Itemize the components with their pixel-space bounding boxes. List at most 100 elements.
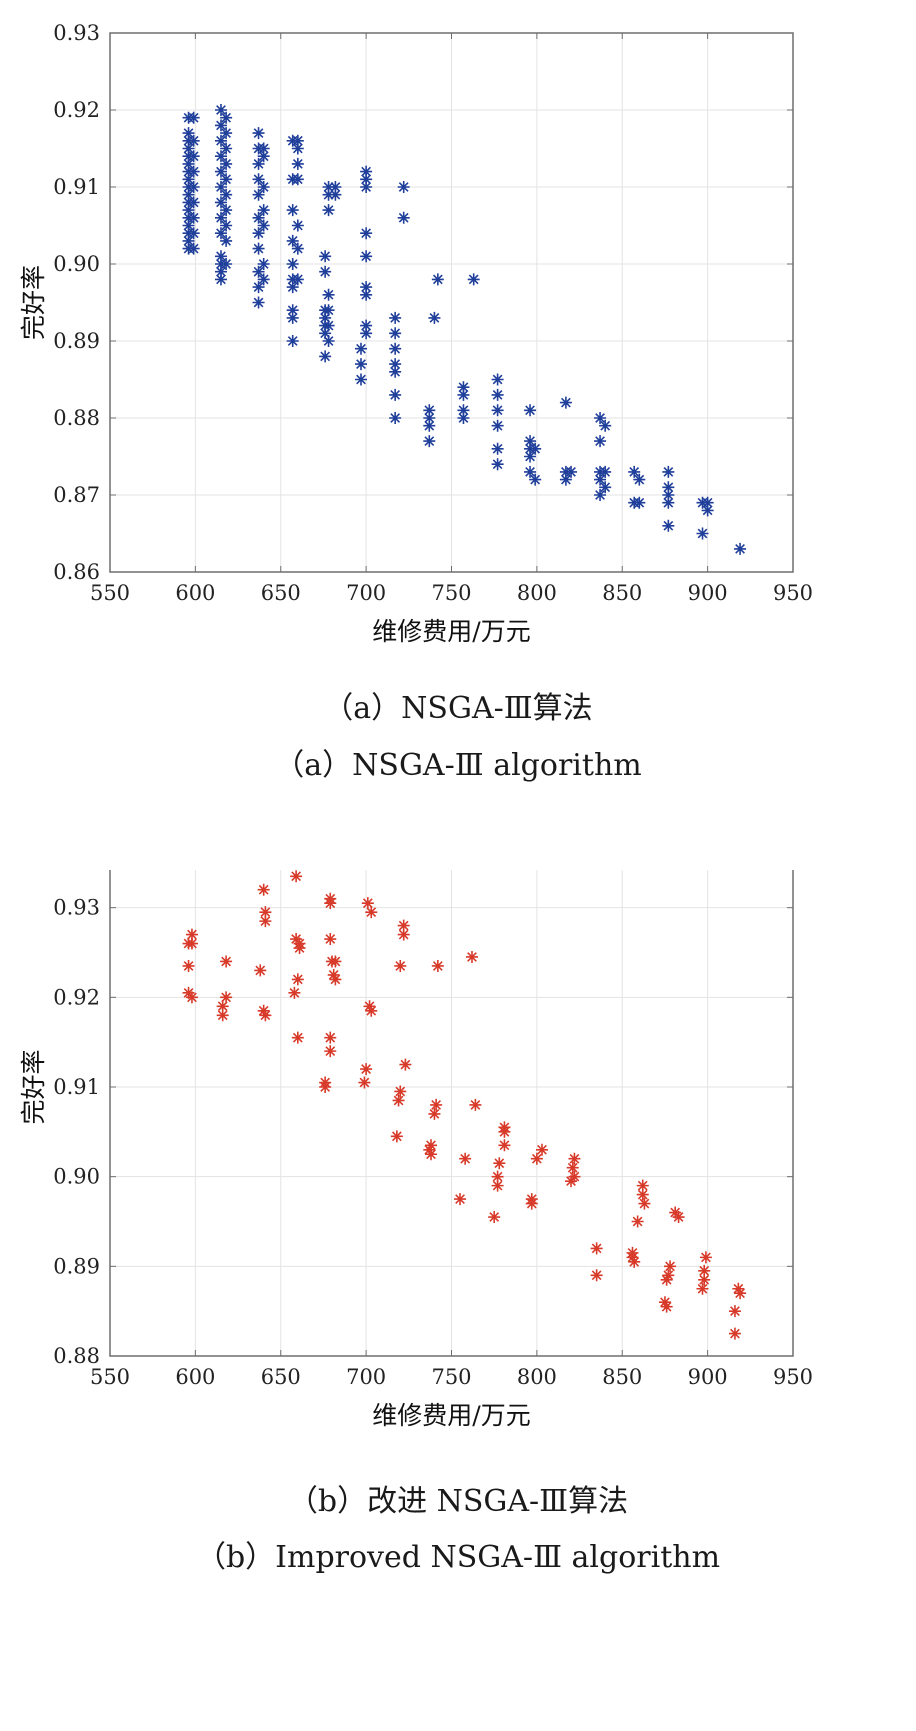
scatter-point xyxy=(389,365,402,378)
scatter-point xyxy=(216,1009,229,1022)
scatter-point xyxy=(220,258,233,270)
scatter-point xyxy=(491,1179,504,1192)
scatter-point xyxy=(728,1305,741,1318)
scatter-point xyxy=(252,265,265,278)
y-tick-label: 0.89 xyxy=(53,1254,100,1278)
scatter-point xyxy=(355,342,368,355)
scatter-point xyxy=(185,928,198,941)
scatter-point xyxy=(467,273,480,286)
scatter-point xyxy=(698,1273,711,1286)
scatter-point xyxy=(566,1161,579,1174)
scatter-point xyxy=(291,219,304,232)
scatter-point xyxy=(525,1197,538,1210)
scatter-point xyxy=(319,311,332,324)
x-tick-label: 600 xyxy=(175,581,215,605)
scatter-point xyxy=(252,281,265,294)
scatter-point xyxy=(529,473,542,486)
scatter-point xyxy=(633,473,646,486)
scatter-point xyxy=(257,883,270,896)
scatter-point xyxy=(392,1094,405,1107)
scatter-point xyxy=(291,242,304,255)
scatter-point xyxy=(662,465,675,478)
scatter-point xyxy=(662,1269,675,1282)
scatter-point xyxy=(535,1143,548,1156)
data-points xyxy=(182,104,747,555)
scatter-point xyxy=(565,1175,578,1188)
scatter-point xyxy=(322,181,335,193)
x-tick-label: 750 xyxy=(431,1365,471,1389)
scatter-point xyxy=(355,373,368,386)
scatter-point xyxy=(660,1300,673,1313)
scatter-point xyxy=(257,150,270,163)
scatter-point xyxy=(322,204,335,217)
scatter-point xyxy=(358,1076,371,1089)
scatter-point xyxy=(319,250,332,263)
scatter-point xyxy=(220,111,233,124)
caption-a-zh: （a）NSGA-Ⅲ算法 xyxy=(323,691,593,726)
scatter-point xyxy=(365,906,378,919)
scatter-point xyxy=(214,273,227,286)
scatter-point xyxy=(594,435,607,448)
scatter-point xyxy=(259,1009,272,1022)
scatter-point xyxy=(187,196,200,209)
scatter-point xyxy=(594,412,607,424)
scatter-point xyxy=(430,1098,443,1111)
scatter-point xyxy=(633,496,646,509)
scatter-point xyxy=(252,227,265,240)
scatter-point xyxy=(524,465,537,478)
y-axis-label: 完好率 xyxy=(19,1049,48,1124)
scatter-point xyxy=(457,381,470,394)
scatter-point xyxy=(214,181,227,193)
scatter-point xyxy=(662,489,675,501)
scatter-point xyxy=(428,1107,441,1120)
scatter-point xyxy=(491,442,504,455)
scatter-point xyxy=(465,950,478,963)
scatter-point xyxy=(324,1045,337,1058)
y-tick-label: 0.93 xyxy=(53,896,100,920)
scatter-point xyxy=(291,973,304,986)
scatter-point xyxy=(220,127,233,140)
scatter-point xyxy=(454,1193,467,1206)
scatter-point xyxy=(329,188,342,201)
y-tick-label: 0.86 xyxy=(53,560,100,584)
scatter-point xyxy=(220,142,233,155)
scatter-point xyxy=(182,959,195,972)
y-tick-label: 0.91 xyxy=(53,1075,100,1099)
scatter-point xyxy=(397,181,410,193)
scatter-point xyxy=(423,412,436,424)
scatter-point xyxy=(360,173,373,186)
scatter-point xyxy=(389,327,402,340)
scatter-point xyxy=(524,404,537,417)
scatter-point xyxy=(214,265,227,278)
scatter-point xyxy=(252,173,265,186)
grid-lines xyxy=(110,870,793,1356)
x-tick-label: 550 xyxy=(90,581,130,605)
scatter-point xyxy=(658,1296,671,1309)
x-tick-label: 850 xyxy=(602,581,642,605)
y-tick-label: 0.90 xyxy=(53,252,100,276)
scatter-point xyxy=(638,1197,651,1210)
scatter-point xyxy=(565,465,578,478)
scatter-point xyxy=(734,542,747,555)
scatter-point xyxy=(530,1152,543,1165)
scatter-point xyxy=(220,955,233,968)
scatter-point xyxy=(457,412,470,424)
scatter-point xyxy=(257,1004,270,1017)
scatter-point xyxy=(397,919,410,932)
scatter-point xyxy=(182,234,195,247)
caption-b-zh: （b）改进 NSGA-Ⅲ算法 xyxy=(287,1484,629,1519)
x-tick-label: 650 xyxy=(261,581,301,605)
scatter-point xyxy=(664,1260,677,1273)
scatter-point xyxy=(360,181,373,193)
scatter-point xyxy=(214,211,227,224)
scatter-point xyxy=(252,242,265,255)
scatter-point xyxy=(257,142,270,155)
scatter-point xyxy=(252,127,265,140)
scatter-point xyxy=(257,273,270,286)
scatter-point xyxy=(389,412,402,424)
x-tick-label: 850 xyxy=(602,1365,642,1389)
scatter-point xyxy=(220,234,233,247)
scatter-point xyxy=(286,204,299,217)
scatter-point xyxy=(291,273,304,286)
scatter-point xyxy=(390,1130,403,1143)
